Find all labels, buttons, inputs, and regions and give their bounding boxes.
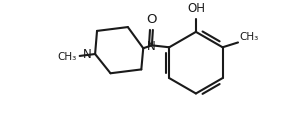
Text: CH₃: CH₃	[239, 32, 258, 41]
Text: OH: OH	[187, 2, 205, 15]
Text: CH₃: CH₃	[58, 52, 77, 62]
Text: N: N	[147, 40, 156, 53]
Text: N: N	[82, 48, 91, 60]
Text: O: O	[146, 13, 157, 26]
